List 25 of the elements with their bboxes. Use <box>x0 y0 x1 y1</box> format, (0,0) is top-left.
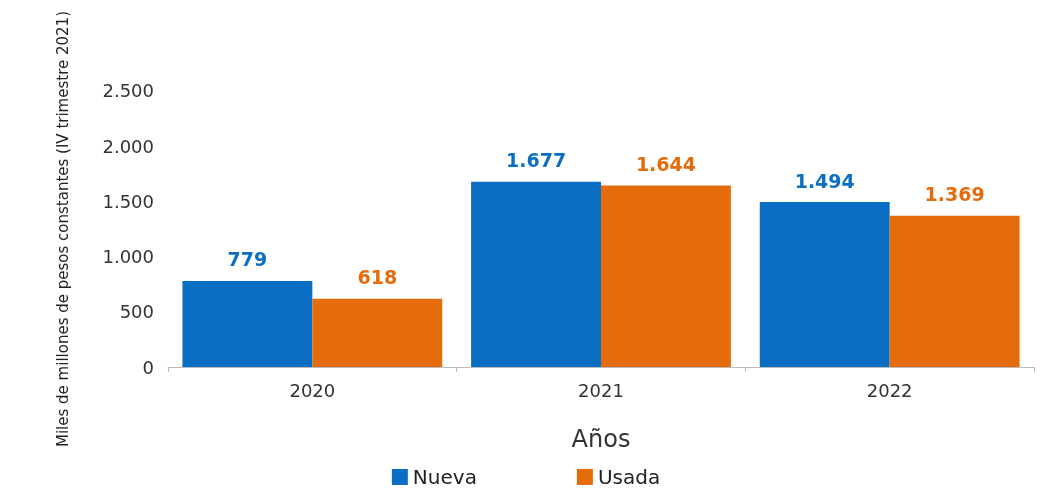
y-tick-label: 2.000 <box>102 135 154 157</box>
bar <box>471 181 601 367</box>
data-label: 1.494 <box>794 169 855 192</box>
y-tick-label: 1.500 <box>102 190 154 212</box>
bar <box>601 185 731 367</box>
x-tick-label: 2021 <box>578 379 624 401</box>
y-tick-label: 500 <box>119 301 154 323</box>
bar <box>889 215 1020 367</box>
legend-label: Usada <box>597 465 661 489</box>
y-tick-label: 1.000 <box>102 246 154 268</box>
data-label: 779 <box>227 248 268 271</box>
x-axis-title: Años <box>571 425 631 453</box>
bar <box>312 298 443 367</box>
data-label: 1.369 <box>924 183 985 206</box>
data-label: 618 <box>357 266 398 289</box>
y-tick-label: 2.500 <box>102 80 154 102</box>
bar <box>759 202 890 367</box>
data-label: 1.644 <box>635 153 696 175</box>
data-label: 1.677 <box>506 149 567 172</box>
x-tick-label: 2022 <box>866 379 913 401</box>
bar <box>182 281 313 367</box>
x-tick-label: 2020 <box>289 379 336 401</box>
y-tick-label: 0 <box>142 356 154 378</box>
y-axis-title: Miles de millones de pesos constantes (IV trimestre 2021) <box>54 11 72 447</box>
legend-label: Nueva <box>412 465 477 489</box>
